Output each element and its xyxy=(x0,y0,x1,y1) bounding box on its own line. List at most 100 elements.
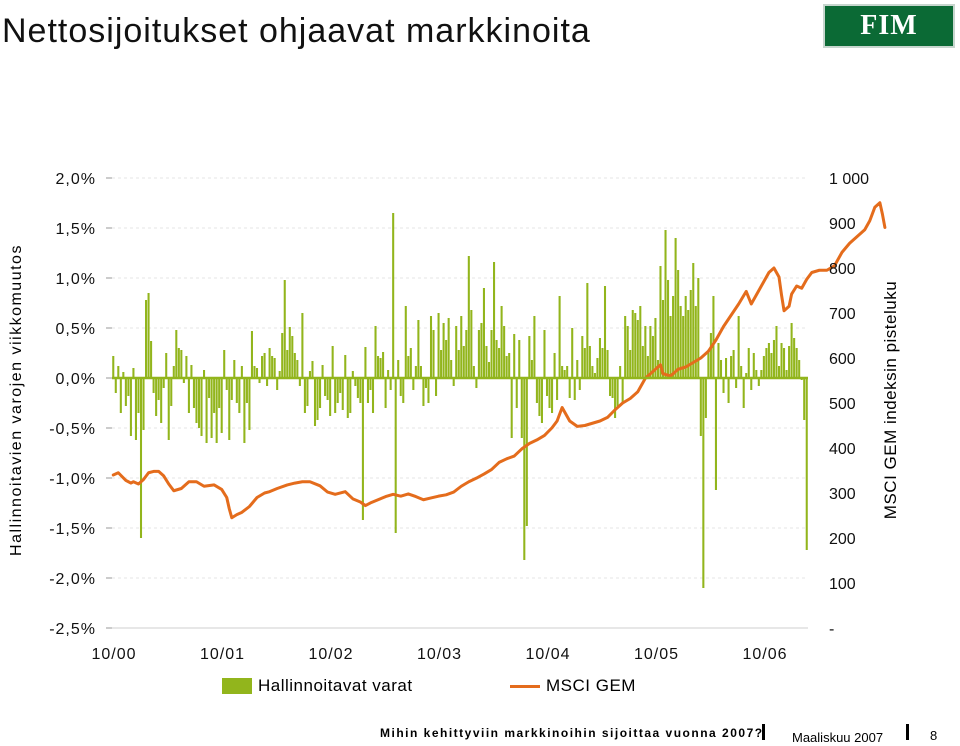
bar xyxy=(250,331,253,378)
bar xyxy=(445,340,448,378)
bar xyxy=(651,336,654,378)
x-tick-label: 10/02 xyxy=(308,646,353,663)
bar xyxy=(472,366,475,378)
bar xyxy=(351,371,354,378)
bar xyxy=(124,378,127,406)
bar xyxy=(266,378,269,386)
y-tick-label: -1,0% xyxy=(49,471,96,488)
bar xyxy=(258,378,261,383)
bar xyxy=(281,333,284,378)
bar xyxy=(672,296,675,378)
bar xyxy=(606,350,609,378)
footer-date: Maaliskuu 2007 xyxy=(792,730,884,745)
bar xyxy=(399,378,402,396)
bar xyxy=(245,378,248,403)
bar xyxy=(636,320,639,378)
x-tick-label: 10/00 xyxy=(91,646,136,663)
bar xyxy=(525,378,528,526)
legend-label-line: MSCI GEM xyxy=(546,676,636,695)
bar xyxy=(225,378,228,390)
bar xyxy=(235,378,238,403)
bar xyxy=(775,326,778,378)
bar xyxy=(679,306,682,378)
bar xyxy=(432,330,435,378)
bar xyxy=(326,378,329,400)
bar xyxy=(770,353,773,378)
bar xyxy=(324,378,327,396)
tick-labels: 2,0% 1,5% 1,0% 0,5% 0,0% -0,5% -1,0% -1,5% -2,0%… xyxy=(49,171,869,663)
bar xyxy=(145,300,148,378)
y2-tick-label: - xyxy=(829,621,834,638)
bar xyxy=(644,326,647,378)
bar xyxy=(639,306,642,378)
bar xyxy=(409,348,412,378)
x-tick-label: 10/01 xyxy=(200,646,245,663)
bar xyxy=(535,378,538,403)
bar xyxy=(667,280,670,378)
bar xyxy=(215,378,218,443)
bar xyxy=(694,306,697,378)
bar xyxy=(795,348,798,378)
x-tick-label: 10/04 xyxy=(525,646,570,663)
bar xyxy=(490,330,493,378)
bar xyxy=(157,378,160,400)
bar xyxy=(377,356,380,378)
bar xyxy=(588,346,591,378)
bar xyxy=(747,348,750,378)
bar xyxy=(167,378,170,440)
bar xyxy=(276,378,279,390)
bar xyxy=(742,378,745,408)
bar xyxy=(614,378,617,418)
bar xyxy=(197,378,201,428)
bar xyxy=(137,378,140,413)
bar xyxy=(722,378,725,393)
bar xyxy=(223,350,226,378)
bar xyxy=(392,213,395,378)
bar xyxy=(467,256,470,378)
y-tick-label: -0,5% xyxy=(49,421,96,438)
bar xyxy=(291,336,294,378)
bar xyxy=(641,346,644,378)
bar xyxy=(147,293,150,378)
bar xyxy=(261,356,264,378)
bar xyxy=(513,334,516,378)
bar xyxy=(301,313,304,378)
bar xyxy=(757,378,760,386)
bar xyxy=(374,326,377,378)
bar xyxy=(364,347,367,378)
bar xyxy=(687,310,690,378)
bar xyxy=(344,355,347,378)
bar xyxy=(699,378,702,436)
y-tick-label: -1,5% xyxy=(49,521,96,538)
bar xyxy=(788,346,791,378)
bar xyxy=(702,378,705,588)
bar xyxy=(540,378,543,423)
bar xyxy=(603,286,607,378)
bar xyxy=(170,378,173,406)
bar xyxy=(177,348,180,378)
bar xyxy=(233,360,236,378)
bar xyxy=(308,371,311,378)
bar xyxy=(475,378,478,388)
bar xyxy=(273,358,276,378)
bar xyxy=(366,378,369,403)
bar xyxy=(790,323,793,378)
bar xyxy=(518,340,521,378)
bar xyxy=(371,378,375,413)
line-series xyxy=(111,201,887,520)
bar xyxy=(321,365,324,378)
bar xyxy=(195,378,198,423)
bar xyxy=(664,230,667,378)
y2-tick-label: 1 000 xyxy=(829,171,869,188)
bar xyxy=(155,378,158,416)
bar xyxy=(503,326,506,378)
y2-tick-label: 900 xyxy=(829,216,856,233)
bar xyxy=(394,378,397,533)
bar xyxy=(727,378,730,403)
bar xyxy=(253,366,256,378)
bar xyxy=(150,341,153,378)
bar xyxy=(329,378,332,416)
bar xyxy=(442,323,445,378)
bar xyxy=(717,343,720,378)
